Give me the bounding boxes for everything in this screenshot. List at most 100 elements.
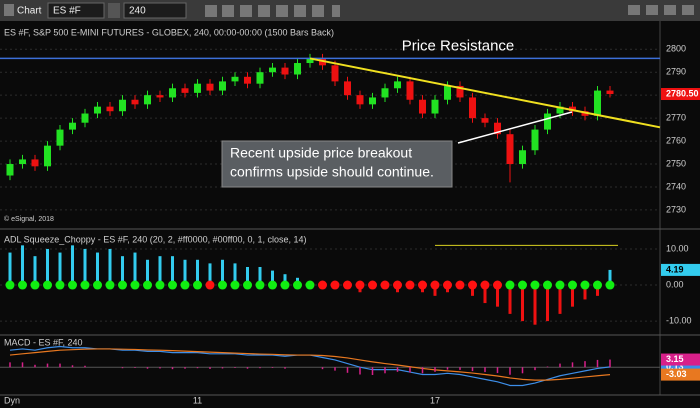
price-tag [661,263,700,276]
squeeze-dot [155,280,165,290]
window-button[interactable] [682,5,694,15]
histogram-bar [158,256,162,286]
candle-body [269,67,276,73]
symbol-box[interactable] [47,2,105,19]
candle-body [606,90,614,95]
squeeze-dot [393,280,402,290]
tool-icon[interactable] [276,5,288,17]
squeeze-dot [118,280,127,290]
candle-body [394,81,401,89]
squeeze-dot [93,280,102,290]
toolbar-title: Chart [17,6,42,17]
y-tick-label: 2750 [666,158,686,168]
price-tag [661,353,700,366]
callout-text: Recent upside price breakout [230,145,412,161]
histogram-bar [596,285,599,296]
histogram-bar [483,285,487,304]
callout-box [221,140,453,188]
candle-body [406,81,414,100]
tool-icon[interactable] [258,5,270,17]
toolbar-icons [205,5,694,17]
resistance-label: Price Resistance [402,37,515,54]
histogram-bar [508,285,512,314]
histogram-bar [221,259,224,286]
squeeze-dot [180,280,190,290]
histogram-bar [433,285,437,296]
histogram-bar [583,285,587,300]
candle-body [469,97,476,119]
histogram-bar [58,252,62,286]
share-icon[interactable] [332,5,340,17]
histogram-bar [83,248,87,286]
interval-icon[interactable] [108,3,120,18]
copyright: © eSignal, 2018 [4,215,54,223]
squeeze-dot [430,280,440,290]
price-tag-label: 0.13 [666,361,684,371]
histogram-bar [546,285,549,322]
candle-body [544,113,551,130]
squeeze-dot [480,280,490,290]
window-button[interactable] [664,5,676,15]
squeeze-dot [130,280,140,290]
squeeze-dot [5,280,15,290]
candle-body [306,58,314,64]
squeeze-dot [293,280,302,290]
candle-body [381,88,389,98]
candle-body [531,129,539,151]
squeeze-dot [205,280,215,290]
histogram-bar [558,285,562,314]
histogram-bar [246,266,249,286]
squeeze-dot [55,280,65,290]
squeeze-dot [255,280,265,290]
candle-body [219,81,226,91]
histogram-bar [108,248,112,286]
histogram-bar [133,252,137,286]
interval-box[interactable] [123,2,187,19]
candle-body [419,99,426,114]
histogram-bar [571,285,574,307]
squeeze-dot [330,280,340,290]
candle-body [256,72,264,84]
squeeze-dot [218,280,227,290]
histogram-bar [271,270,274,286]
histogram-bar [21,245,24,286]
histogram-bar [233,263,237,286]
histogram-bar [608,269,612,286]
candle-body [444,85,451,100]
histogram-bar [471,285,474,296]
candle-body [594,90,601,116]
histogram-bar [283,274,287,286]
candle-body [81,113,89,123]
candle-body [131,99,139,105]
histogram-bar [183,259,187,286]
squeeze-dot [305,280,315,290]
candle-body [69,122,76,130]
y-tick-label: 2790 [666,67,686,77]
tool-icon[interactable] [222,5,234,17]
squeeze-dot [18,280,27,290]
squeeze-dot [455,280,465,290]
squeeze-dot [580,280,590,290]
symbol: ES #F [53,6,81,17]
tool-icon[interactable] [294,5,306,17]
tool-icon[interactable] [205,5,217,17]
tool-icon[interactable] [312,5,324,17]
candle-body [19,159,26,165]
squeeze-dot [193,280,202,290]
window-button[interactable] [628,5,640,15]
squeeze-dot [593,280,602,290]
squeeze-dot [518,280,527,290]
squeeze-dot [605,280,615,290]
squeeze-dot [505,280,515,290]
squeeze-dot [555,280,565,290]
window-button[interactable] [646,5,658,15]
panel-title: ES #F, S&P 500 E-MINI FUTURES - GLOBEX, … [4,27,334,37]
tool-icon[interactable] [240,5,252,17]
candle-body [281,67,289,75]
histogram-bar [71,245,74,286]
squeeze-dot [318,280,327,290]
squeeze-dot [355,280,365,290]
price-tag-label: 3.15 [666,354,684,364]
squeeze-dot [368,280,377,290]
